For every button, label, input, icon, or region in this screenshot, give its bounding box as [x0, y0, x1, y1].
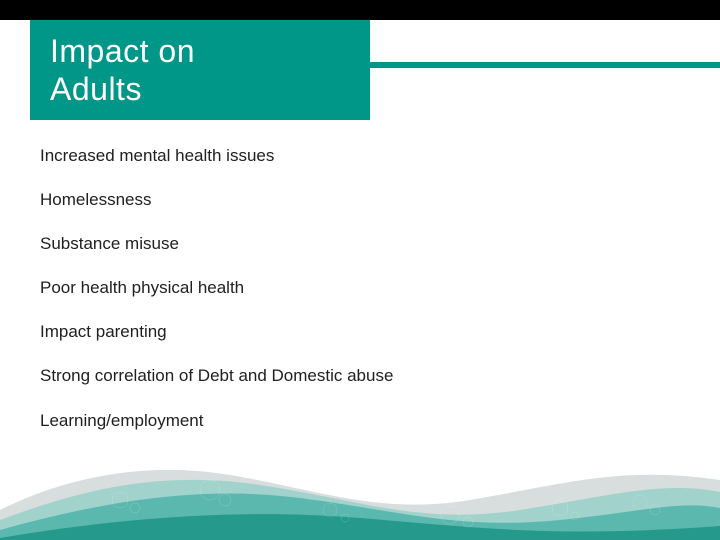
bullet-item: Homelessness: [40, 189, 680, 211]
bullet-item: Poor health physical health: [40, 277, 680, 299]
slide-title-line1: Impact on: [50, 32, 350, 70]
bullet-item: Learning/employment: [40, 410, 680, 432]
slide-title-line2: Adults: [50, 70, 350, 108]
bullet-item: Increased mental health issues: [40, 145, 680, 167]
bullet-item: Strong correlation of Debt and Domestic …: [40, 365, 680, 387]
bullet-list: Increased mental health issues Homelessn…: [40, 145, 680, 454]
bullet-item: Substance misuse: [40, 233, 680, 255]
title-block: Impact on Adults: [30, 20, 370, 120]
top-black-bar: [0, 0, 720, 20]
bullet-item: Impact parenting: [40, 321, 680, 343]
title-horizontal-rule: [370, 62, 720, 68]
